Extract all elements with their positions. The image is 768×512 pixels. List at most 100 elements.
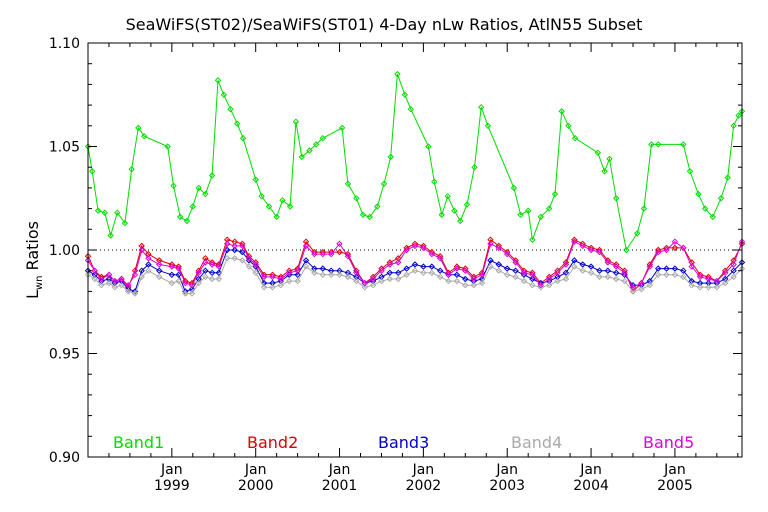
data-point — [438, 211, 446, 219]
data-point — [202, 267, 209, 274]
data-point — [695, 190, 702, 198]
data-point — [638, 279, 645, 287]
data-point — [285, 277, 293, 285]
data-point — [517, 211, 524, 219]
data-point — [457, 217, 464, 225]
plot-frame — [87, 42, 743, 458]
data-point — [571, 257, 578, 264]
data-point — [175, 271, 182, 279]
data-point — [124, 288, 132, 295]
data-point — [140, 132, 148, 140]
data-point — [587, 269, 595, 277]
data-point — [188, 290, 196, 297]
data-point — [562, 261, 570, 268]
data-point — [629, 284, 637, 291]
data-point — [721, 275, 729, 283]
data-point — [554, 273, 561, 281]
data-point — [319, 265, 327, 272]
data-point — [231, 255, 238, 262]
data-point — [701, 205, 709, 212]
data-point — [336, 271, 343, 279]
data-point — [537, 281, 545, 289]
data-point — [735, 112, 742, 119]
data-point — [436, 273, 444, 281]
data-point — [688, 281, 695, 289]
data-point — [428, 263, 436, 270]
data-point — [671, 271, 679, 279]
data-point — [215, 269, 223, 277]
data-point — [168, 263, 176, 270]
data-point — [265, 203, 273, 210]
data-point — [361, 279, 368, 287]
data-point — [220, 91, 228, 99]
y-tick-label: 1.05 — [49, 140, 80, 156]
data-point — [495, 261, 503, 268]
data-point — [286, 203, 294, 210]
data-point — [91, 267, 98, 274]
data-point — [420, 269, 427, 277]
data-point — [344, 252, 352, 260]
data-point — [705, 284, 712, 291]
data-point — [510, 184, 518, 192]
series-line — [87, 257, 743, 295]
data-point — [353, 195, 360, 202]
data-point — [327, 271, 335, 279]
data-point — [579, 261, 586, 268]
data-point — [640, 205, 648, 212]
data-point — [571, 263, 578, 270]
y-tick-label: 0.90 — [49, 450, 80, 466]
data-point — [646, 263, 654, 270]
data-point — [654, 271, 662, 279]
data-point — [462, 275, 469, 283]
data-point — [478, 279, 486, 287]
data-point — [606, 155, 613, 163]
data-point — [252, 261, 259, 268]
data-point — [182, 279, 189, 287]
data-point — [623, 246, 630, 254]
x-tick-label-month: Jan — [579, 462, 602, 478]
data-point — [279, 197, 286, 204]
data-point — [680, 244, 687, 252]
data-point — [107, 232, 114, 239]
x-tick-label-month: Jan — [160, 462, 183, 478]
data-point — [91, 271, 98, 279]
data-point — [306, 147, 313, 154]
data-point — [478, 275, 486, 283]
data-point — [730, 261, 737, 268]
x-tick-label-month: Jan — [495, 462, 518, 478]
data-point — [495, 267, 503, 274]
data-point — [260, 279, 268, 287]
data-point — [124, 281, 132, 289]
data-point — [621, 277, 628, 285]
data-point — [344, 269, 352, 277]
data-point — [451, 207, 458, 214]
data-point — [138, 246, 145, 254]
series-line — [87, 241, 743, 288]
data-point — [696, 284, 704, 291]
data-point — [709, 213, 716, 221]
data-point — [208, 172, 216, 179]
data-point — [182, 290, 189, 297]
data-point — [311, 265, 318, 272]
data-point — [503, 271, 511, 279]
data-point — [529, 236, 536, 243]
data-point — [131, 271, 139, 279]
data-point — [696, 273, 704, 281]
data-point — [520, 269, 528, 277]
data-point — [175, 265, 182, 272]
data-point — [477, 103, 485, 111]
data-point — [344, 180, 352, 188]
data-point — [401, 91, 409, 99]
data-point — [164, 143, 171, 150]
data-point — [470, 281, 477, 289]
data-point — [202, 259, 209, 266]
data-point — [403, 246, 410, 254]
series-line — [87, 238, 743, 293]
data-point — [189, 203, 197, 210]
data-point — [478, 271, 486, 279]
data-point — [233, 120, 241, 127]
data-point — [471, 163, 478, 171]
data-point — [730, 122, 737, 130]
data-point — [336, 240, 343, 248]
data-point — [101, 209, 109, 216]
